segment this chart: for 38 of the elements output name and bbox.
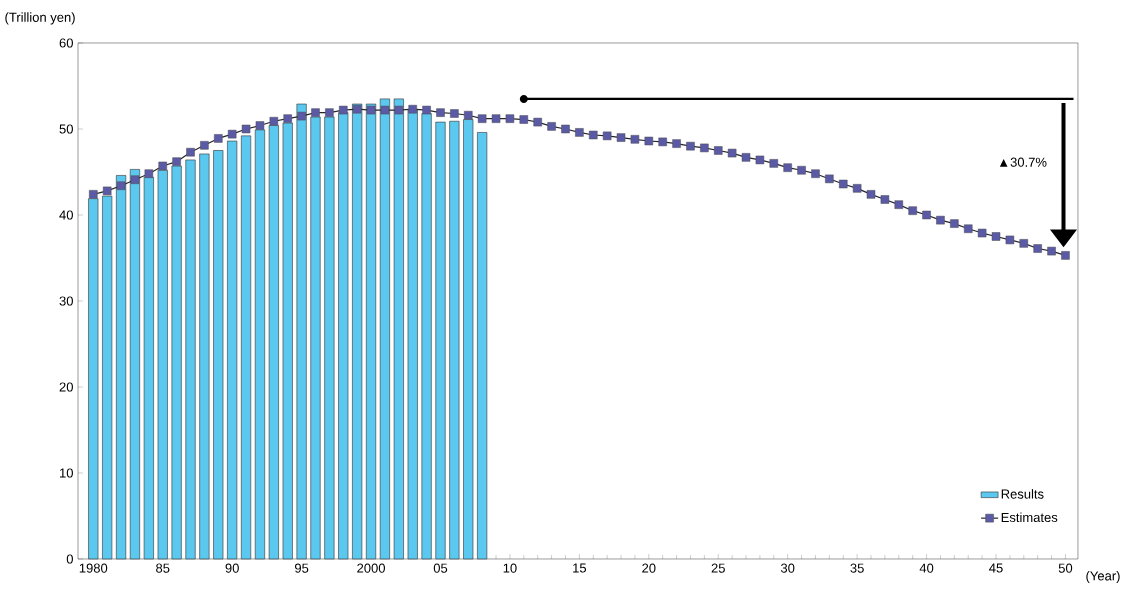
y-tick-label: 30 <box>59 296 73 306</box>
bar <box>116 175 127 560</box>
bar <box>366 103 377 560</box>
x-tick-label: 20 <box>642 563 656 573</box>
bar <box>393 98 404 560</box>
x-tick-label: 40 <box>919 563 934 573</box>
x-tick-label: 25 <box>711 563 725 573</box>
bar <box>129 169 140 560</box>
x-tick-label: 30 <box>780 563 795 573</box>
x-tick-label: 50 <box>1058 563 1073 573</box>
bar <box>477 132 488 560</box>
x-tick-label: 2000 <box>357 563 385 573</box>
bar <box>296 103 307 560</box>
x-tick-label: 45 <box>989 563 1003 573</box>
bar <box>199 153 210 560</box>
bar <box>352 103 363 560</box>
bar <box>379 98 390 560</box>
x-axis-title: (Year) <box>1086 570 1120 584</box>
y-tick-label: 50 <box>59 124 73 134</box>
y-tick-label: 20 <box>59 382 73 392</box>
x-tick-label: 95 <box>294 563 309 573</box>
x-tick-label: 35 <box>850 563 864 573</box>
legend-label: Results <box>1001 489 1044 499</box>
y-axis-title: (Trillion yen) <box>5 12 75 25</box>
x-tick-label: 05 <box>433 563 448 573</box>
legend-label: Estimates <box>1001 512 1058 523</box>
x-tick-label: 10 <box>503 563 517 573</box>
x-tick-label: 90 <box>225 563 239 573</box>
annotation: ▲30.7% <box>999 157 1047 167</box>
x-tick-label: 85 <box>156 563 170 573</box>
bar <box>213 150 224 560</box>
x-tick-label: 1980 <box>79 563 108 573</box>
y-tick-label: 40 <box>59 210 73 220</box>
x-tick-label: 15 <box>573 563 587 573</box>
bar <box>435 121 446 560</box>
y-tick-label: 0 <box>66 554 73 564</box>
y-tick-label: 10 <box>60 468 73 478</box>
y-tick-label: 60 <box>59 38 73 48</box>
